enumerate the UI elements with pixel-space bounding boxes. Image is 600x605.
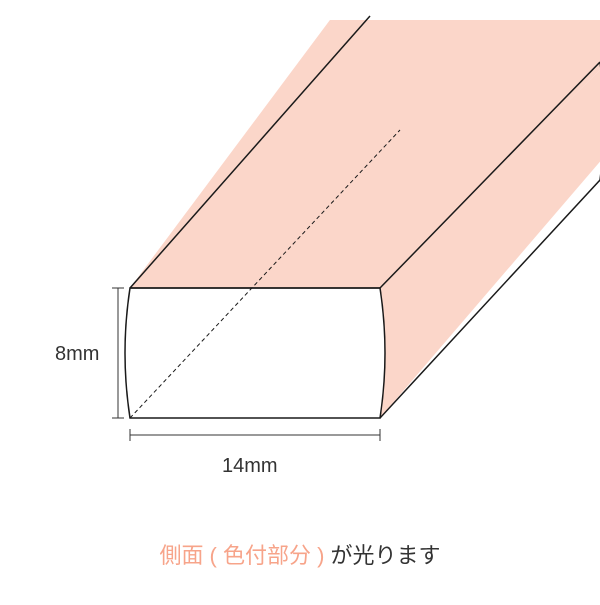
- caption-highlighted: 側面 ( 色付部分 ): [159, 543, 324, 568]
- caption-normal: が光ります: [324, 543, 440, 568]
- width-label: 14mm: [222, 455, 278, 478]
- height-label: 8mm: [55, 343, 99, 366]
- front-face: [125, 288, 385, 418]
- diagram-container: 8mm 14mm: [0, 0, 600, 600]
- shape-svg: [0, 0, 600, 600]
- caption: 側面 ( 色付部分 ) が光ります: [0, 538, 600, 570]
